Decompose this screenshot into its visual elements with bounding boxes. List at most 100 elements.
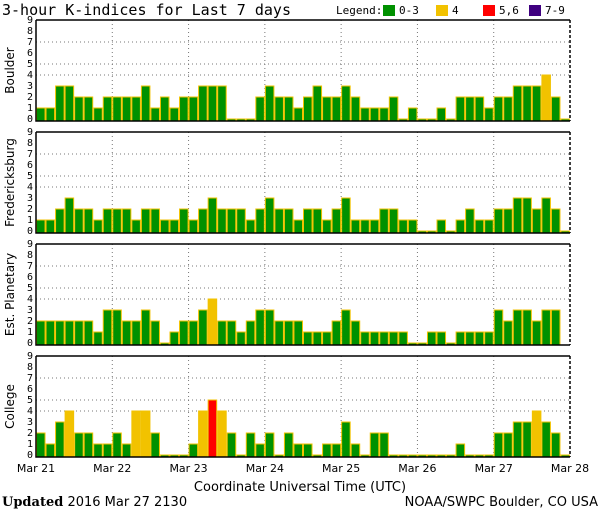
legend-entry-label: 7-9 [545,4,565,17]
k-index-bar [207,197,218,234]
y-tick-label: 9 [27,15,33,26]
k-index-bar [322,96,332,122]
k-index-bar [550,309,561,346]
k-index-bar [150,208,160,234]
k-index-bar [455,219,466,234]
k-index-bar [226,320,237,346]
y-tick-label: 6 [27,160,33,171]
k-index-bar [283,96,294,122]
legend-swatch [436,5,448,16]
k-index-bar [245,219,256,234]
k-index-bar [198,410,208,458]
y-axis-label: Est. Planetary [3,253,17,336]
k-index-bar [55,421,65,458]
k-index-bar [512,85,523,122]
y-tick-label: 6 [27,272,33,283]
k-index-bar [112,208,122,234]
k-index-bar [83,96,94,122]
k-index-bar [74,432,84,458]
k-index-bar [331,320,342,346]
legend-entry-label: 5,6 [499,4,519,17]
k-index-bar [121,96,132,122]
k-index-bar [55,85,65,122]
k-index-bar [169,331,180,346]
k-index-bar [131,96,141,122]
y-tick-label: 1 [27,103,33,114]
k-index-bar [217,85,227,122]
y-tick-label: 4 [27,406,33,417]
k-index-bar [388,96,399,122]
k-index-bar [198,208,208,234]
panel-frame [35,19,570,122]
k-index-bar [45,320,56,346]
k-index-bar [83,320,94,346]
k-index-bar [293,320,304,346]
k-index-bar [407,107,418,122]
k-index-bar [264,85,275,122]
x-tick-label: Mar 22 [93,462,131,475]
k-index-bar [493,96,504,122]
k-index-bar [474,331,485,346]
k-index-bar [360,331,370,346]
y-tick-label: 6 [27,384,33,395]
k-index-bar [264,432,275,458]
k-index-bar [188,320,199,346]
k-index-bar [379,107,389,122]
k-index-bar [426,331,437,346]
k-index-bar [503,320,513,346]
k-index-bar [112,96,122,122]
k-index-bar [102,443,113,458]
k-index-bar [388,208,399,234]
k-index-bar [484,107,494,122]
k-index-bar [522,309,532,346]
updated-label: Updated [2,495,63,510]
k-index-bar [293,107,304,122]
k-index-bar [179,208,189,234]
k-index-bar [541,421,551,458]
k-index-bar [293,443,304,458]
k-index-bar [274,96,284,122]
k-index-bar [512,421,523,458]
y-tick-label: 1 [27,215,33,226]
k-index-bar [303,96,313,122]
legend-entry: 0-3 [383,4,419,17]
chart-title: 3-hour K-indices for Last 7 days [2,1,291,19]
y-tick-label: 3 [27,193,33,204]
y-tick-label: 9 [27,127,33,138]
panel-frame [35,131,570,234]
k-index-bar [455,331,466,346]
y-tick-label: 5 [27,59,33,70]
k-index-bar [159,96,170,122]
k-index-bar [83,432,94,458]
k-index-bar [303,443,313,458]
k-index-bar [169,107,180,122]
k-index-bar [36,432,46,458]
k-index-bar [217,410,227,458]
legend-entry: 5,6 [483,4,519,17]
y-tick-label: 2 [27,316,33,327]
k-index-bar [131,410,141,458]
k-index-bar [217,208,227,234]
k-index-bar [74,320,84,346]
k-index-bar [64,197,75,234]
k-index-bar [93,107,103,122]
k-index-bar [226,208,237,234]
k-index-bar [369,107,380,122]
k-index-bar [341,309,351,346]
k-index-bar [436,107,447,122]
k-index-bar [179,96,189,122]
k-index-bar [455,96,466,122]
y-tick-label: 0 [27,114,33,125]
k-index-bar [512,197,523,234]
k-index-bar [512,309,523,346]
k-index-bar [312,331,323,346]
k-index-bar [541,309,551,346]
k-index-bar [379,432,389,458]
x-tick-label: Mar 28 [551,462,589,475]
k-index-bar [93,443,103,458]
k-index-bar [64,85,75,122]
k-index-bar [55,208,65,234]
y-tick-label: 4 [27,294,33,305]
k-index-bar [388,331,399,346]
